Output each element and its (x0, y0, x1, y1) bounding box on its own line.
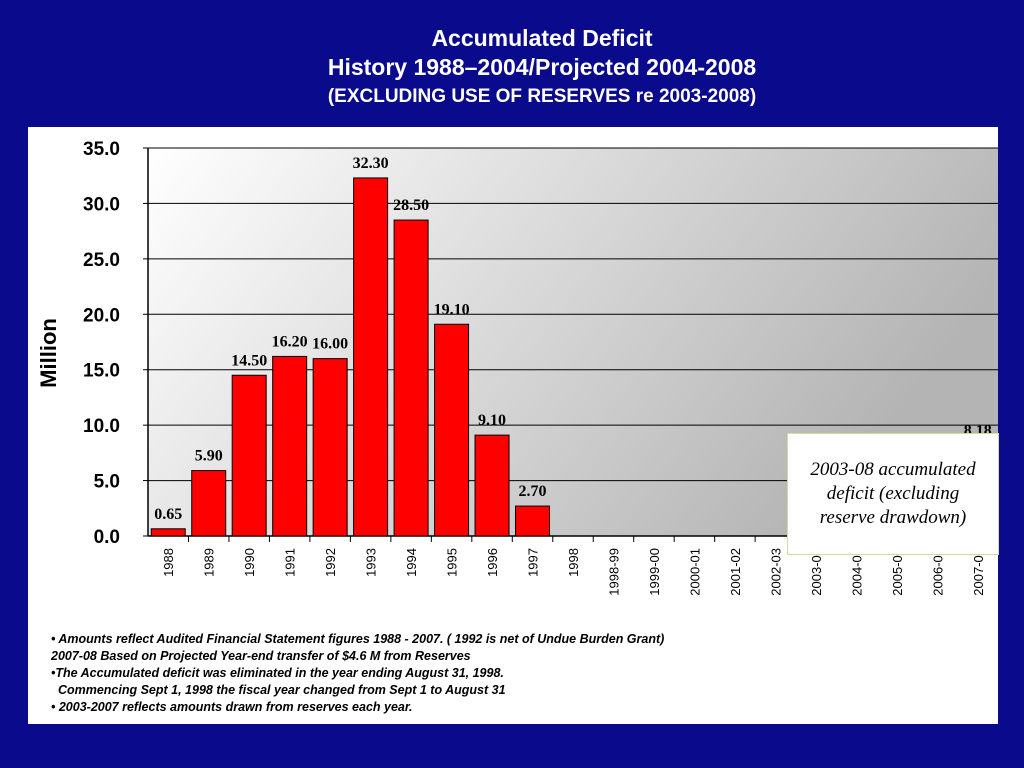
chart-panel: 0.0 5.0 10.0 15.0 20.0 25.0 30.0 35.0 0.65 5.90 1… (28, 127, 999, 724)
bar-1996 (474, 434, 510, 537)
x-tick-label: 1997 (526, 548, 541, 577)
bar-1995 (434, 323, 470, 537)
bar-1994 (393, 219, 429, 537)
bar-1997 (515, 505, 551, 537)
y-tick-label: 0.0 (94, 527, 120, 548)
data-label-1996: 9.10 (478, 412, 506, 429)
bar-1993 (353, 177, 389, 537)
y-axis-label: Million (36, 318, 61, 388)
footnote-4: Commencing Sept 1, 1998 the fiscal year … (51, 683, 506, 697)
data-label-1997: 2.70 (519, 483, 547, 500)
bar-chart: 0.0 5.0 10.0 15.0 20.0 25.0 30.0 35.0 0.65 5.90 1… (36, 139, 998, 596)
footnote-2: 2007-08 Based on Projected Year-end tran… (51, 649, 471, 663)
title-line-2: History 1988–2004/Projected 2004-2008 (327, 54, 757, 80)
x-tick-label: 2003-04 (809, 548, 824, 596)
y-tick-label: 10.0 (83, 416, 120, 437)
chart-title: Accumulated Deficit History 1988–2004/Pr… (0, 24, 1024, 111)
x-tick-label: 1992 (323, 548, 338, 577)
bar-1992 (312, 358, 348, 537)
x-tick-label: 1995 (445, 548, 460, 577)
x-tick-label: 1991 (283, 548, 298, 577)
x-tick-label: 2004-05 (849, 548, 864, 596)
y-tick-label: 20.0 (83, 305, 120, 326)
title-line-3: (EXCLUDING USE OF RESERVES re 2003-2008) (327, 86, 757, 107)
x-tick-label: 2007-08 (971, 548, 986, 596)
data-label-1994: 28.50 (393, 197, 429, 214)
footnote-5: • 2003-2007 reflects amounts drawn from … (51, 700, 413, 714)
x-tick-label: 2002-03 (768, 548, 783, 596)
x-tick-label: 1998-99 (606, 548, 621, 596)
x-tick-label: 1994 (404, 548, 419, 577)
data-label-1988: 0.65 (154, 506, 182, 523)
data-label-1990: 14.50 (231, 352, 267, 369)
x-tick-label: 1998 (566, 548, 581, 577)
footnote-1: • Amounts reflect Audited Financial Stat… (51, 632, 665, 646)
callout-box: 2003-08 accumulated deficit (excluding r… (787, 433, 999, 555)
x-tick-label: 1990 (242, 548, 257, 577)
y-tick-label: 15.0 (83, 361, 120, 382)
bar-1988 (150, 528, 186, 537)
data-label-1989: 5.90 (195, 448, 223, 465)
title-line-1: Accumulated Deficit (431, 25, 653, 51)
x-tick-label: 2006-07 (930, 548, 945, 596)
y-tick-label: 35.0 (83, 139, 120, 160)
x-tick-label: 2000-01 (687, 548, 702, 596)
y-tick-label: 5.0 (94, 472, 120, 493)
x-tick-label: 2001-02 (728, 548, 743, 596)
bar-1989 (191, 470, 227, 537)
x-tick-label: 1993 (364, 548, 379, 577)
x-tick-label: 1999-00 (647, 548, 662, 596)
x-tick-label: 1996 (485, 548, 500, 577)
x-tick-label: 1988 (161, 548, 176, 577)
y-tick-label: 30.0 (83, 194, 120, 215)
bar-1990 (231, 374, 267, 537)
y-tick-label: 25.0 (83, 250, 120, 271)
footnote-3: •The Accumulated deficit was eliminated … (51, 666, 504, 680)
data-label-1993: 32.30 (353, 155, 389, 172)
bar-1991 (272, 355, 308, 537)
x-tick-label: 1989 (202, 548, 217, 577)
data-label-1992: 16.00 (312, 336, 348, 353)
data-label-1995: 19.10 (434, 301, 470, 318)
x-tick-label: 2005-06 (890, 548, 905, 596)
footnotes: • Amounts reflect Audited Financial Stat… (51, 631, 981, 716)
data-label-1991: 16.20 (272, 333, 308, 350)
